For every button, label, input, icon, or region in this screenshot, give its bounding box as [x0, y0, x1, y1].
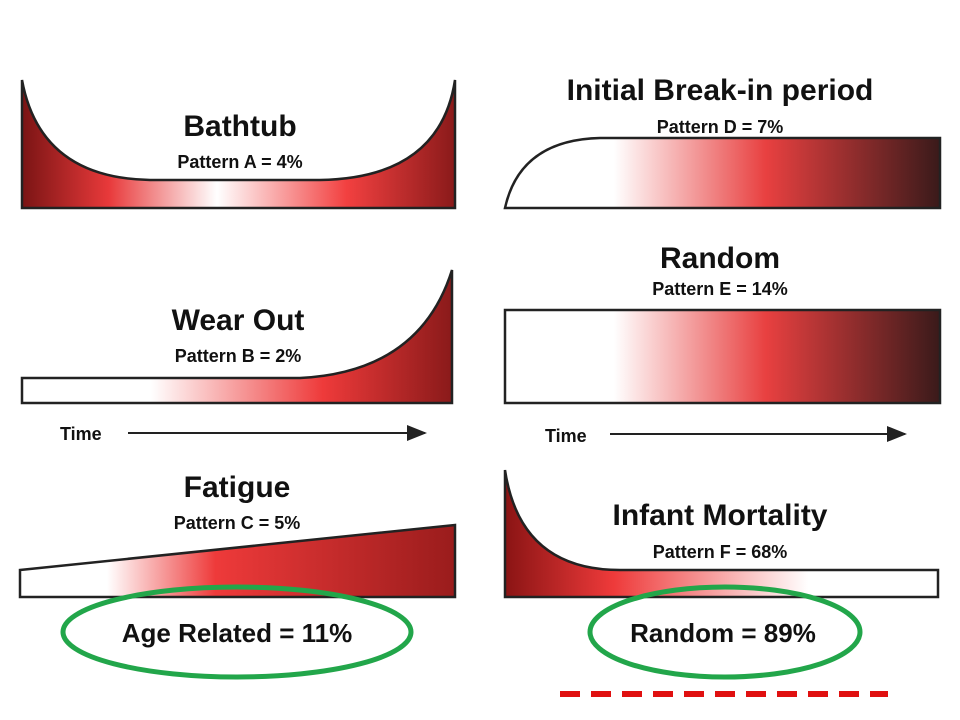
pattern-subtitle: Pattern F = 68% [653, 542, 788, 562]
pattern-subtitle: Pattern C = 5% [174, 513, 301, 533]
pattern-shape [503, 136, 942, 210]
pattern-title: Fatigue [184, 471, 291, 504]
pattern-subtitle: Pattern B = 2% [175, 346, 302, 366]
pattern-shape [18, 523, 457, 599]
pattern-title: Bathtub [183, 110, 296, 143]
group-ellipse [60, 584, 414, 680]
group-label: Random = 89% [630, 618, 816, 648]
pattern-shape [503, 308, 942, 405]
axis-label: Time [545, 426, 587, 446]
pattern-title: Wear Out [172, 304, 305, 337]
pattern-subtitle: Pattern E = 14% [652, 279, 788, 299]
pattern-subtitle: Pattern D = 7% [657, 117, 784, 137]
pattern-shape [20, 269, 454, 405]
axis-label: Time [60, 424, 102, 444]
pattern-title: Initial Break-in period [567, 74, 874, 107]
group-label: Age Related = 11% [122, 618, 353, 648]
pattern-shape [20, 79, 457, 210]
pattern-title: Random [660, 242, 780, 275]
group-ellipse [587, 584, 863, 680]
pattern-shape [503, 469, 940, 599]
pattern-title: Infant Mortality [613, 499, 828, 532]
pattern-subtitle: Pattern A = 4% [177, 152, 302, 172]
